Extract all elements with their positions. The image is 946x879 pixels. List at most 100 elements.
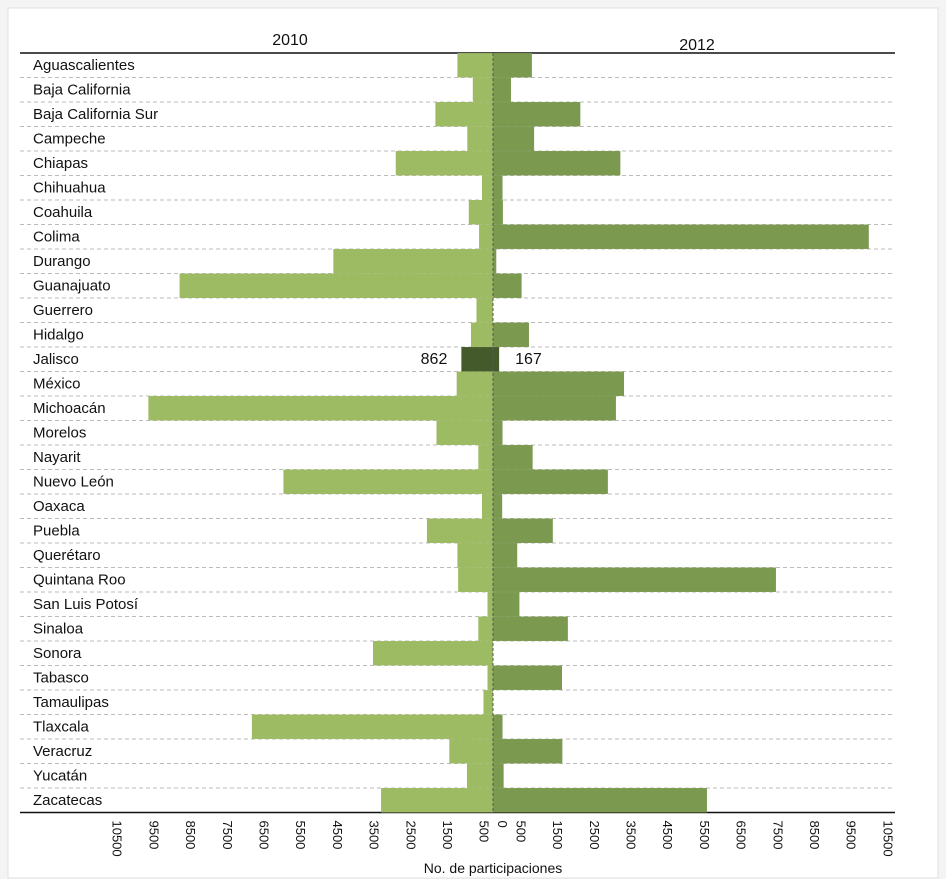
- bar-2012: [493, 420, 503, 445]
- category-label: Baja California Sur: [33, 106, 158, 123]
- x-tick-label: 4500: [660, 821, 675, 850]
- bar-2010: [461, 347, 493, 372]
- bar-2010: [456, 371, 493, 396]
- category-label: Tabasco: [33, 670, 89, 687]
- x-axis-title: No. de participaciones: [424, 860, 563, 876]
- bar-2010: [251, 714, 493, 739]
- x-tick-label: 4500: [330, 821, 345, 850]
- x-tick-label: 1500: [440, 821, 455, 850]
- category-label: San Luis Potosí: [33, 596, 139, 613]
- x-tick-label: 10500: [880, 821, 895, 857]
- bar-2012: [493, 469, 608, 494]
- bar-2010: [479, 224, 493, 249]
- bar-2012: [493, 102, 581, 127]
- bar-2012: [493, 714, 503, 739]
- bar-2010: [148, 396, 493, 421]
- category-label: Yucatán: [33, 768, 87, 785]
- category-label: México: [33, 376, 81, 393]
- category-label: Guerrero: [33, 302, 93, 319]
- category-label: Veracruz: [33, 743, 92, 760]
- x-tick-label: 2500: [587, 821, 602, 850]
- bar-2010: [481, 494, 493, 519]
- bar-2010: [179, 273, 493, 298]
- x-tick-label: 9500: [844, 821, 859, 850]
- x-tick-label: 8500: [807, 821, 822, 850]
- category-label: Querétaro: [33, 547, 101, 564]
- bar-2010: [466, 763, 493, 788]
- bar-2010: [283, 469, 493, 494]
- x-tick-label: 7500: [220, 821, 235, 850]
- bar-2010: [449, 739, 493, 764]
- bar-2012: [493, 200, 503, 225]
- bar-2012: [493, 616, 568, 641]
- bar-2012: [493, 543, 518, 568]
- bar-2010: [478, 616, 493, 641]
- bar-2010: [470, 322, 493, 347]
- category-label: Baja California: [33, 82, 131, 99]
- category-label: Sonora: [33, 645, 82, 662]
- x-tick-label: 10500: [110, 821, 125, 857]
- right-series-title: 2012: [679, 37, 715, 54]
- category-label: Nayarit: [33, 449, 81, 466]
- bar-2012: [493, 322, 529, 347]
- x-tick-label: 2500: [403, 821, 418, 850]
- bar-2010: [467, 126, 493, 151]
- left-series-title: 2010: [272, 32, 308, 49]
- category-label: Coahuila: [33, 204, 93, 221]
- category-label: Guanajuato: [33, 278, 111, 295]
- bar-2010: [458, 567, 493, 592]
- bar-2012: [493, 739, 563, 764]
- bar-2010: [381, 788, 493, 813]
- bar-2012: [493, 518, 553, 543]
- bar-2012: [493, 665, 562, 690]
- bar-2010: [333, 249, 493, 274]
- bar-2012: [493, 788, 707, 813]
- bar-2010: [487, 592, 493, 617]
- bar-2012: [493, 249, 497, 274]
- bar-2012: [493, 763, 504, 788]
- category-label: Michoacán: [33, 400, 106, 417]
- bar-2010: [395, 151, 493, 176]
- bar-2010: [478, 445, 493, 470]
- bar-2012: [493, 494, 503, 519]
- bar-2012: [493, 592, 520, 617]
- category-label: Nuevo León: [33, 474, 114, 491]
- bar-2010: [435, 102, 493, 127]
- category-label: Hidalgo: [33, 327, 84, 344]
- bar-2010: [457, 53, 493, 78]
- bar-2012: [493, 347, 500, 372]
- x-tick-label: 3500: [367, 821, 382, 850]
- category-label: Jalisco: [33, 351, 79, 368]
- x-tick-label: 1500: [550, 821, 565, 850]
- bar-2010: [483, 690, 493, 715]
- x-tick-label: 500: [477, 821, 492, 843]
- bar-2010: [481, 175, 493, 200]
- bar-2012: [493, 224, 869, 249]
- bar-2012: [493, 77, 511, 102]
- bar-2012: [493, 126, 535, 151]
- x-tick-label: 3500: [623, 821, 638, 850]
- data-label-2012: 167: [515, 351, 542, 368]
- category-label: Zacatecas: [33, 792, 102, 809]
- x-tick-label: 6500: [734, 821, 749, 850]
- category-label: Tlaxcala: [33, 719, 90, 736]
- bar-2012: [493, 273, 522, 298]
- category-label: Puebla: [33, 523, 80, 540]
- bar-2012: [493, 371, 625, 396]
- bar-2010: [468, 200, 493, 225]
- x-tick-label: 5500: [293, 821, 308, 850]
- bar-2010: [457, 543, 493, 568]
- bar-2012: [493, 445, 533, 470]
- x-tick-label: 9500: [146, 821, 161, 850]
- category-label: Chihuahua: [33, 180, 106, 197]
- data-label-2010: 862: [421, 351, 448, 368]
- x-tick-label: 8500: [183, 821, 198, 850]
- bar-2010: [487, 665, 493, 690]
- x-tick-label: 6500: [256, 821, 271, 850]
- category-label: Campeche: [33, 131, 106, 148]
- x-tick-label: 7500: [770, 821, 785, 850]
- category-label: Morelos: [33, 425, 86, 442]
- category-label: Chiapas: [33, 155, 88, 172]
